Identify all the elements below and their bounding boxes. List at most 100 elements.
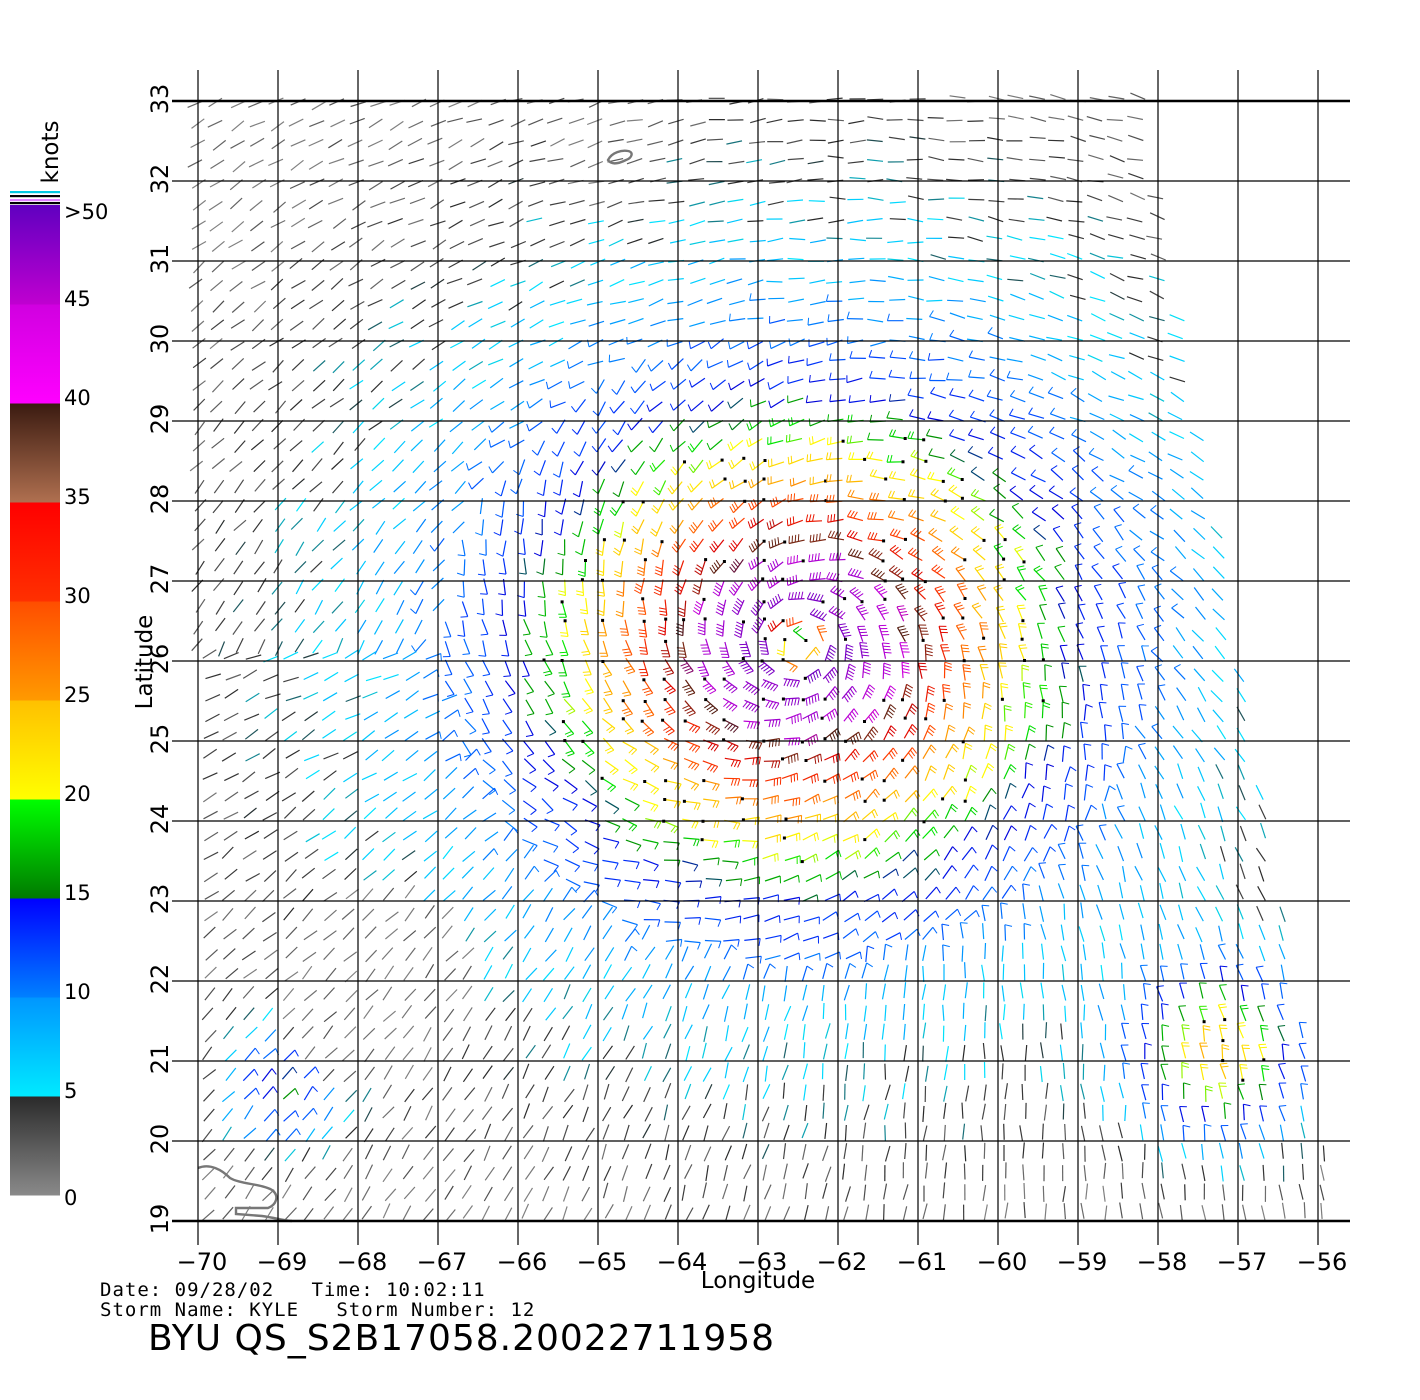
wind-barb xyxy=(1176,705,1185,721)
wind-barb-feather xyxy=(559,651,567,654)
wind-barb-feather xyxy=(694,764,700,771)
wind-barb-feather xyxy=(709,382,714,390)
wind-barb-feather xyxy=(859,642,868,644)
wind-barb xyxy=(1109,272,1125,282)
wind-barb xyxy=(847,160,864,164)
wind-barb xyxy=(1028,218,1045,221)
wind-barb-feather xyxy=(606,749,615,754)
wind-barb xyxy=(372,497,386,509)
wind-barb-feather xyxy=(907,431,911,439)
wind-barb xyxy=(310,560,323,573)
wind-barb-feather xyxy=(868,716,874,723)
wind-barb xyxy=(968,434,984,441)
wind-barb-feather xyxy=(654,572,662,577)
wind-barb xyxy=(690,480,703,493)
wind-barb xyxy=(625,839,642,846)
wind-barb xyxy=(1215,627,1227,641)
wind-barb-feather xyxy=(829,647,836,653)
wind-barb-feather xyxy=(788,756,790,764)
wind-barb xyxy=(788,457,805,465)
wind-barb xyxy=(255,601,266,615)
wind-barb xyxy=(923,809,936,823)
wind-barb-feather xyxy=(655,566,663,570)
wind-barb xyxy=(1173,805,1184,820)
wind-barb xyxy=(330,119,346,128)
wind-barb xyxy=(988,117,1005,120)
wind-barb-feather xyxy=(560,635,569,637)
wind-barb xyxy=(922,1045,924,1062)
wind-barb xyxy=(382,887,395,901)
wind-barb xyxy=(967,451,983,459)
wind-barb xyxy=(422,693,439,701)
wind-barb xyxy=(303,989,318,1002)
wind-barb-feather xyxy=(1116,762,1125,765)
wind-barb xyxy=(410,281,426,290)
wind-barb xyxy=(845,1064,849,1081)
wind-barb-feather xyxy=(729,481,732,490)
wind-barb-feather xyxy=(643,709,651,713)
wind-barb xyxy=(1147,355,1164,361)
wind-barb-feather xyxy=(746,423,750,431)
wind-barb xyxy=(1046,336,1063,341)
wind-barb xyxy=(896,627,906,642)
wind-barb-feather xyxy=(505,773,513,777)
wind-barb-feather xyxy=(551,451,558,457)
wind-barb-feather xyxy=(928,727,935,734)
wind-barb-feather xyxy=(1181,1024,1190,1026)
wind-barb-feather xyxy=(606,726,613,732)
wind-barb-feather xyxy=(615,613,623,618)
wind-barb xyxy=(703,1125,709,1142)
wind-barb xyxy=(422,946,433,961)
wind-barb xyxy=(782,1183,787,1200)
wind-barb xyxy=(653,437,664,453)
wind-barb xyxy=(881,642,887,659)
wind-barb xyxy=(914,608,926,622)
wind-barb-feather xyxy=(937,549,944,555)
wind-barb xyxy=(229,461,243,472)
wind-barb-feather xyxy=(1030,469,1036,476)
wind-barb-feather xyxy=(504,732,512,736)
wind-barb xyxy=(878,625,885,642)
wind-barb-feather xyxy=(838,623,846,626)
wind-barb-feather xyxy=(1224,1102,1232,1105)
wind-barb-feather xyxy=(410,608,417,614)
wind-barb xyxy=(864,828,878,841)
wind-barb xyxy=(903,909,917,921)
wind-barb xyxy=(930,254,947,260)
wind-barb xyxy=(323,1011,337,1023)
wind-barb-feather xyxy=(786,619,788,627)
wind-barb xyxy=(410,439,423,452)
wind-barb xyxy=(644,1106,653,1122)
wind-barb xyxy=(382,1010,396,1022)
wind-barb xyxy=(447,117,463,123)
wind-barb-feather xyxy=(890,704,897,710)
wind-barb xyxy=(986,274,1003,281)
wind-barb xyxy=(375,598,385,613)
wind-barb-feather xyxy=(737,778,741,786)
wind-barb-feather xyxy=(887,490,892,498)
wind-barb xyxy=(684,940,701,944)
wind-barb-feather xyxy=(1240,1004,1248,1007)
rain-flag xyxy=(722,560,726,563)
wind-barb xyxy=(368,118,383,129)
wind-barb xyxy=(1072,449,1086,462)
wind-barb xyxy=(316,517,327,532)
wind-barb-feather xyxy=(809,608,816,615)
wind-barb xyxy=(867,538,884,542)
wind-barb-feather xyxy=(294,1088,299,1096)
wind-barb xyxy=(274,538,284,554)
wind-barb xyxy=(724,1046,733,1062)
wind-barb-feather xyxy=(849,688,855,696)
wind-barb-feather xyxy=(677,610,685,614)
wind-barb-feather xyxy=(1058,602,1066,605)
wind-barb xyxy=(721,984,731,1000)
wind-barb xyxy=(764,718,781,722)
wind-barb xyxy=(1089,252,1106,260)
wind-barb xyxy=(626,138,643,143)
wind-barb-feather xyxy=(942,687,951,690)
wind-barb xyxy=(681,946,689,962)
wind-barb xyxy=(1029,136,1046,139)
wind-barb xyxy=(203,926,216,939)
wind-barb-feather xyxy=(848,666,856,672)
wind-barb xyxy=(1239,1123,1247,1140)
